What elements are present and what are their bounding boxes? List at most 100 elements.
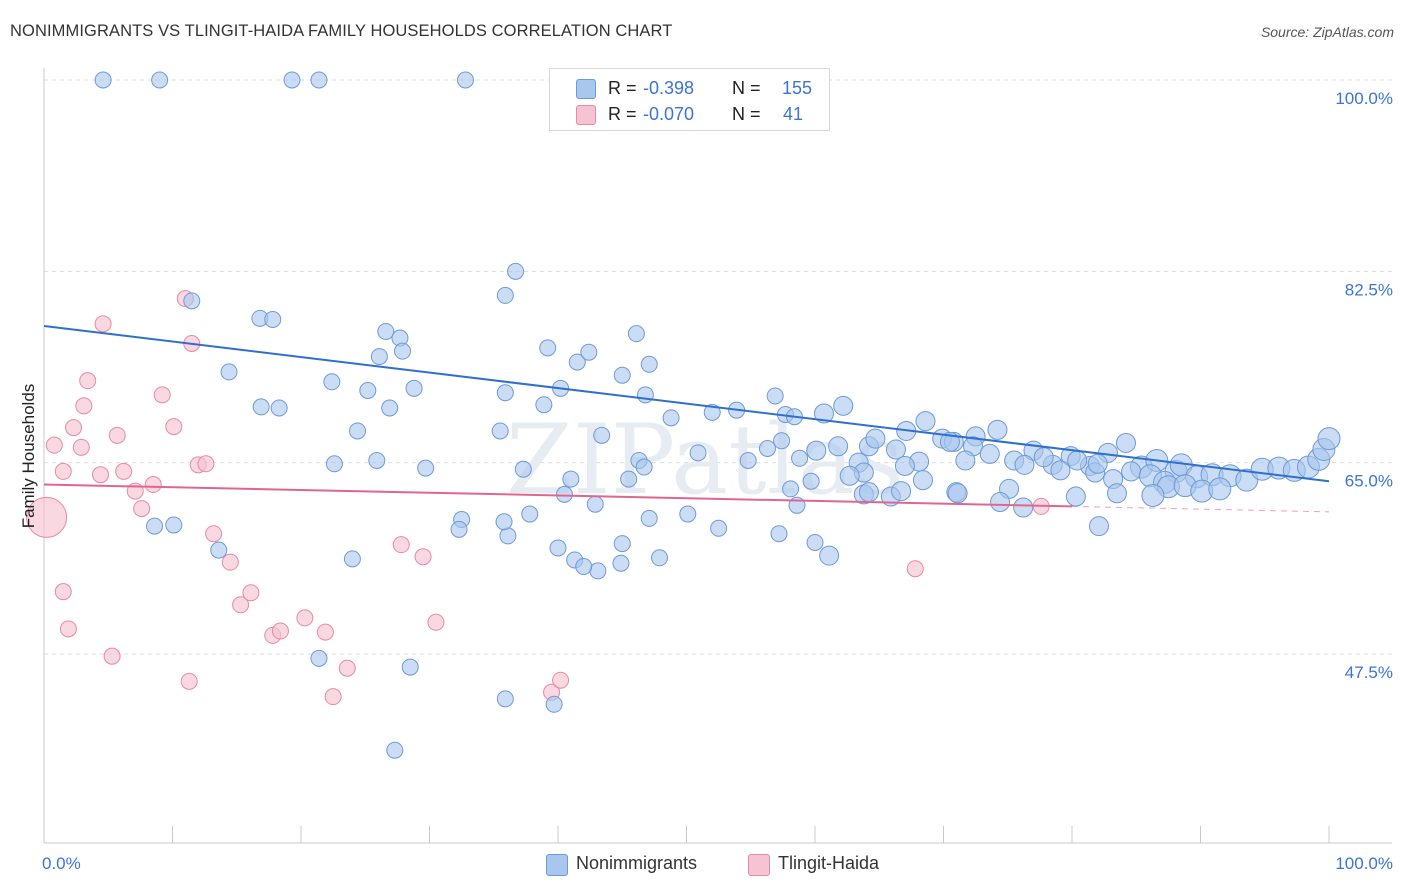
nonimmigrants-point [1087, 453, 1108, 474]
nonimmigrants-point [283, 71, 301, 89]
r-value: -0.070 [643, 104, 695, 124]
nonimmigrants-point [370, 348, 388, 366]
x-tick-label: 100.0% [1335, 854, 1393, 873]
tlingit-haida-point [103, 647, 121, 665]
nonimmigrants-point [955, 450, 976, 471]
nonimmigrants-point [310, 649, 328, 667]
legend-label: Nonimmigrants [576, 853, 698, 873]
nonimmigrants-point [252, 398, 270, 416]
nonimmigrants-point [323, 373, 341, 391]
nonimmigrants-point [885, 439, 906, 460]
nonimmigrants-point [210, 541, 228, 559]
nonimmigrants-point [1208, 477, 1232, 501]
nonimmigrants-point [662, 409, 680, 427]
nonimmigrants-point [359, 382, 377, 400]
y-tick-label: 100.0% [1335, 89, 1393, 108]
nonimmigrants-point [912, 470, 933, 491]
nonimmigrants-point [496, 384, 514, 402]
tlingit-haida-point [115, 462, 133, 480]
nonimmigrants-point [94, 71, 112, 89]
tlingit-haida-trend-extension [1071, 505, 1330, 513]
nonimmigrants-point [495, 513, 513, 531]
nonimmigrants-point [1141, 483, 1165, 507]
tlingit-haida-point [144, 476, 162, 494]
nonimmigrants-point [593, 426, 611, 444]
nonimmigrants-point [151, 71, 169, 89]
nonimmigrants-point [417, 459, 435, 477]
nonimmigrants-point [386, 741, 404, 759]
nonimmigrants-point [915, 411, 936, 432]
tlingit-haida-point [180, 672, 198, 690]
nonimmigrants-point [739, 451, 757, 469]
nonimmigrants-point [819, 545, 840, 566]
nonimmigrants-point [325, 455, 343, 473]
tlingit-haida-point [906, 560, 924, 578]
blue-swatch-icon [546, 854, 568, 876]
tlingit-haida-point [45, 436, 63, 454]
nonimmigrants-point [514, 460, 532, 478]
nonimmigrants-point [220, 363, 238, 381]
trend-lines [43, 325, 1330, 513]
nonimmigrants-point [264, 310, 282, 328]
nonimmigrants-points [94, 71, 1341, 759]
nonimmigrants-point [806, 533, 824, 551]
nonimmigrants-point [833, 395, 854, 416]
tlingit-haida-point [552, 671, 570, 689]
tlingit-haida-point [79, 372, 97, 390]
legend-row-nonimmigrants: R = -0.398 N = 155 [550, 75, 829, 101]
nonimmigrants-point [499, 527, 517, 545]
tlingit-haida-point [54, 583, 72, 601]
tlingit-haida-point [427, 613, 445, 631]
nonimmigrants-point [1106, 483, 1127, 504]
tlingit-haida-point [392, 536, 410, 554]
nonimmigrants-point [1050, 460, 1071, 481]
nonimmigrants-point [651, 549, 669, 567]
nonimmigrants-point [613, 366, 631, 384]
correlation-legend: R = -0.398 N = 155 R = -0.070 N = 41 [549, 68, 830, 131]
nonimmigrants-point [1121, 461, 1142, 482]
legend-label: Tlingit-Haida [778, 853, 880, 873]
nonimmigrants-point [987, 419, 1008, 440]
tlingit-haida-point [59, 620, 77, 638]
tlingit-haida-point [197, 455, 215, 473]
nonimmigrants-point [496, 690, 514, 708]
tlingit-haida-point [26, 496, 68, 538]
nonimmigrants-point [555, 485, 573, 503]
nonimmigrants-point [636, 386, 654, 404]
nonimmigrants-point [766, 387, 784, 405]
nonimmigrants-point [627, 325, 645, 343]
nonimmigrants-point [689, 444, 707, 462]
nonimmigrants-point [586, 495, 604, 513]
nonimmigrants-point [575, 558, 593, 576]
nonimmigrants-point [1065, 486, 1086, 507]
nonimmigrants-point [1067, 450, 1088, 471]
nonimmigrants-point [521, 505, 539, 523]
nonimmigrants-point [401, 658, 419, 676]
tlingit-haida-point [414, 548, 432, 566]
nonimmigrants-point [939, 431, 960, 452]
r-label: R = [608, 104, 637, 124]
n-label: N = [732, 78, 761, 98]
nonimmigrants-point [635, 458, 653, 476]
nonimmigrants-point [450, 520, 468, 538]
nonimmigrants-point [368, 451, 386, 469]
nonimmigrants-point [507, 262, 525, 280]
nonimmigrants-point [679, 505, 697, 523]
nonimmigrants-point [773, 432, 791, 450]
nonimmigrants-point [377, 322, 395, 340]
tlingit-haida-point [92, 466, 110, 484]
nonimmigrants-point [979, 443, 1000, 464]
chart-title: NONIMMIGRANTS VS TLINGIT-HAIDA FAMILY HO… [10, 22, 673, 40]
tlingit-haida-point [232, 596, 250, 614]
nonimmigrants-point [620, 470, 638, 488]
nonimmigrants-point [589, 562, 607, 580]
nonimmigrants-point [146, 517, 164, 535]
nonimmigrants-point [791, 449, 809, 467]
nonimmigrants-point [990, 492, 1011, 513]
source-label: Source: ZipAtlas.com [1260, 24, 1394, 40]
n-label: N = [732, 104, 761, 124]
nonimmigrants-point [865, 428, 886, 449]
n-value: 41 [782, 104, 803, 124]
tlingit-haida-point [296, 609, 314, 627]
